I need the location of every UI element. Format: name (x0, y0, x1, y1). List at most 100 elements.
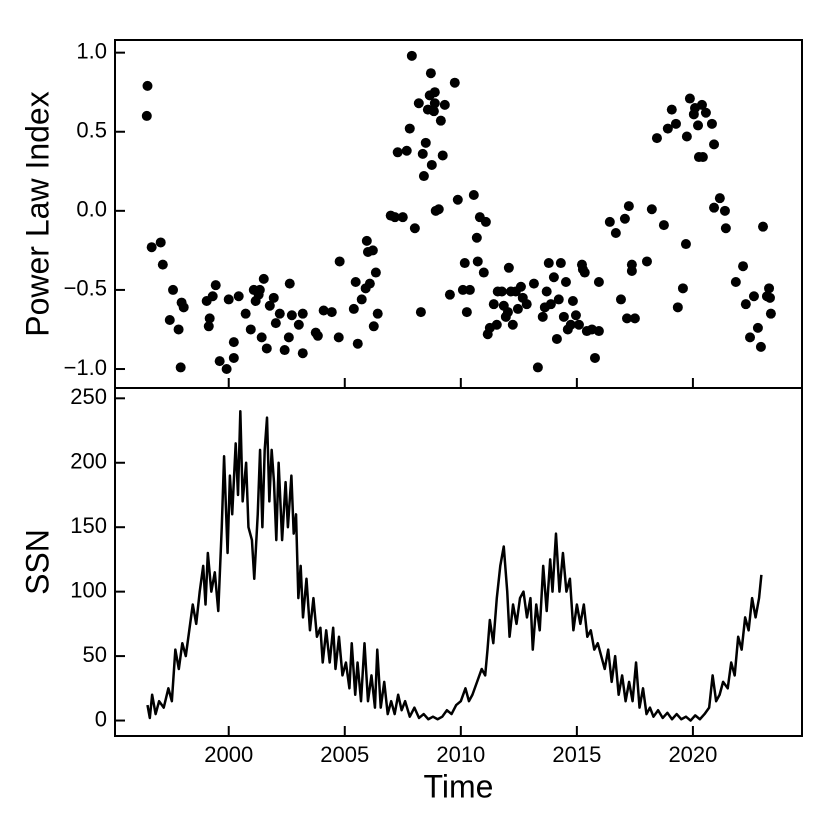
data-point (254, 284, 265, 295)
data-point (409, 223, 420, 234)
data-point (478, 267, 489, 278)
y-tick-label: −0.5 (64, 276, 107, 301)
data-point (681, 131, 692, 142)
data-point (641, 256, 652, 267)
data-point (543, 258, 554, 269)
data-point (210, 280, 221, 291)
data-point (392, 147, 403, 158)
data-point (435, 115, 446, 126)
data-point (758, 221, 769, 232)
data-point (502, 307, 513, 318)
data-point (672, 302, 683, 313)
data-point (532, 362, 543, 373)
data-point (589, 352, 600, 363)
data-point (350, 277, 361, 288)
data-point (207, 291, 218, 302)
data-point (619, 213, 630, 224)
data-point (361, 235, 372, 246)
data-point (168, 284, 179, 295)
data-point (164, 314, 175, 325)
x-tick-label: 2020 (668, 742, 717, 767)
data-point (141, 110, 152, 121)
data-point (228, 352, 239, 363)
y-axis-title: Power Law Index (19, 91, 55, 336)
y-tick-label: 0 (95, 706, 107, 731)
data-point (297, 348, 308, 359)
x-tick-label: 2000 (204, 742, 253, 767)
x-tick-label: 2005 (320, 742, 369, 767)
data-point (240, 308, 251, 319)
data-point (221, 364, 232, 375)
y-tick-label: 50 (83, 642, 107, 667)
data-point (512, 303, 523, 314)
data-point (503, 262, 514, 273)
data-point (610, 227, 621, 238)
plot-frame (114, 387, 803, 737)
data-point (364, 278, 375, 289)
data-point (521, 299, 532, 310)
data-point (286, 310, 297, 321)
data-point (464, 284, 475, 295)
data-point (480, 216, 491, 227)
data-point (214, 356, 225, 367)
data-point (558, 311, 569, 322)
data-point (623, 201, 634, 212)
data-point (334, 256, 345, 267)
data-point (258, 273, 269, 284)
data-point (352, 338, 363, 349)
data-point (622, 313, 633, 324)
data-point (738, 261, 749, 272)
data-point (157, 259, 168, 270)
data-point (283, 332, 294, 343)
data-point (203, 321, 214, 332)
data-point (368, 321, 379, 332)
data-point (233, 291, 244, 302)
data-point (604, 216, 615, 227)
data-point (696, 99, 707, 110)
data-point (429, 87, 440, 98)
data-point (706, 118, 717, 129)
data-point (491, 319, 502, 330)
data-point (397, 212, 408, 223)
data-point (457, 284, 468, 295)
data-point (348, 303, 359, 314)
data-point (318, 305, 329, 316)
data-point (178, 302, 189, 313)
data-point (714, 193, 725, 204)
data-point (488, 299, 499, 310)
data-point (765, 308, 776, 319)
data-point (142, 80, 153, 91)
data-point (449, 77, 460, 88)
data-point (593, 277, 604, 288)
data-point (274, 308, 285, 319)
data-point (293, 319, 304, 330)
data-point (537, 311, 548, 322)
data-point (459, 258, 470, 269)
data-point (680, 239, 691, 250)
data-point (268, 292, 279, 303)
data-point (764, 283, 775, 294)
data-point (740, 299, 751, 310)
data-point (496, 286, 507, 297)
data-point (461, 307, 472, 318)
data-point (223, 294, 234, 305)
data-point (439, 99, 450, 110)
data-point (570, 310, 581, 321)
data-point (646, 204, 657, 215)
data-point (372, 308, 383, 319)
data-point (155, 237, 166, 248)
data-point (693, 120, 704, 131)
data-point (515, 281, 526, 292)
y-tick-label: 0.5 (76, 118, 107, 143)
data-point (326, 307, 337, 318)
data-point (748, 291, 759, 302)
data-point (406, 50, 417, 61)
data-point (256, 332, 267, 343)
data-point (626, 265, 637, 276)
data-point (507, 319, 518, 330)
data-point (551, 333, 562, 344)
data-point (545, 299, 556, 310)
data-point (413, 98, 424, 109)
y-tick-label: 1.0 (76, 38, 107, 63)
data-point (284, 278, 295, 289)
